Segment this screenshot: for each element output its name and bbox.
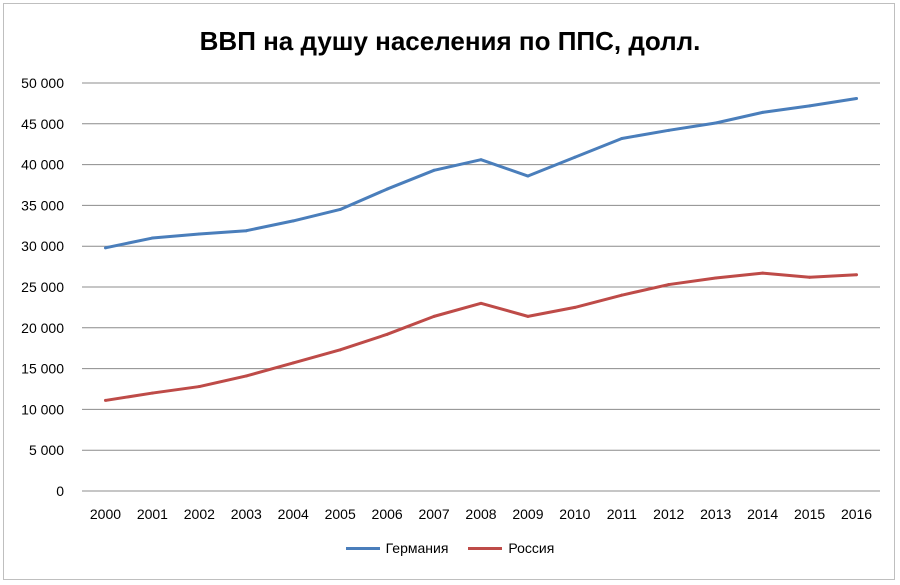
data-point-0-6 xyxy=(385,187,389,191)
data-point-1-6 xyxy=(385,332,389,336)
y-tick-label: 45 000 xyxy=(21,116,64,132)
data-point-0-3 xyxy=(244,229,248,233)
data-point-0-2 xyxy=(197,232,201,236)
data-point-1-3 xyxy=(244,374,248,378)
legend-item-germany: Германия xyxy=(345,540,449,556)
x-tick-label: 2010 xyxy=(559,506,590,522)
data-point-1-11 xyxy=(620,293,624,297)
x-tick-label: 2007 xyxy=(418,506,449,522)
data-point-1-1 xyxy=(150,391,154,395)
x-tick-label: 2015 xyxy=(794,506,825,522)
data-point-0-12 xyxy=(667,128,671,132)
y-tick-label: 30 000 xyxy=(21,238,64,254)
data-point-0-5 xyxy=(338,207,342,211)
chart-title: ВВП на душу населения по ППС, долл. xyxy=(199,26,701,56)
data-point-0-7 xyxy=(432,168,436,172)
legend-label-germany: Германия xyxy=(385,540,449,556)
x-axis-tick-labels: 2000 2001 2002 2003 2004 2005 2006 2007 2008 2009… xyxy=(90,506,872,522)
x-tick-label: 2006 xyxy=(372,506,403,522)
x-tick-label: 2000 xyxy=(90,506,121,522)
data-point-1-12 xyxy=(667,283,671,287)
data-point-0-8 xyxy=(479,158,483,162)
y-tick-label: 25 000 xyxy=(21,279,64,295)
x-tick-label: 2003 xyxy=(231,506,262,522)
data-point-0-16 xyxy=(855,97,859,101)
data-point-1-10 xyxy=(573,305,577,309)
x-tick-label: 2005 xyxy=(325,506,356,522)
x-tick-label: 2008 xyxy=(465,506,496,522)
legend-item-russia: Россия xyxy=(468,540,554,556)
series-line-0 xyxy=(105,97,857,250)
legend-swatch-russia xyxy=(468,546,503,550)
x-tick-label: 2001 xyxy=(137,506,168,522)
data-point-1-5 xyxy=(338,348,342,352)
legend: Германия Россия xyxy=(0,540,900,556)
legend-swatch-germany xyxy=(345,546,380,550)
x-tick-label: 2004 xyxy=(278,506,309,522)
data-point-0-0 xyxy=(103,246,107,250)
data-point-1-7 xyxy=(432,314,436,318)
data-point-0-10 xyxy=(573,155,577,159)
y-axis-tick-labels: 0 5 000 10 000 15 000 20 000 25 000 30 000 35 0… xyxy=(21,75,64,499)
data-point-0-13 xyxy=(714,121,718,125)
y-tick-label: 5 000 xyxy=(29,442,64,458)
y-tick-label: 50 000 xyxy=(21,75,64,91)
series-line-1 xyxy=(105,271,857,402)
data-point-0-1 xyxy=(150,236,154,240)
series-lines xyxy=(103,97,859,402)
data-point-1-8 xyxy=(479,301,483,305)
data-point-1-14 xyxy=(761,271,765,275)
data-point-0-11 xyxy=(620,136,624,140)
y-tick-label: 15 000 xyxy=(21,361,64,377)
y-tick-label: 35 000 xyxy=(21,197,64,213)
gridlines xyxy=(82,82,880,492)
y-tick-label: 10 000 xyxy=(21,401,64,417)
x-tick-label: 2014 xyxy=(747,506,778,522)
data-point-1-2 xyxy=(197,385,201,389)
x-tick-label: 2002 xyxy=(184,506,215,522)
y-tick-label: 20 000 xyxy=(21,320,64,336)
data-point-0-15 xyxy=(808,104,812,108)
x-tick-label: 2009 xyxy=(512,506,543,522)
data-point-1-4 xyxy=(291,361,295,365)
chart-frame xyxy=(3,3,895,580)
data-point-1-13 xyxy=(714,276,718,280)
x-tick-label: 2016 xyxy=(841,506,872,522)
data-point-1-15 xyxy=(808,275,812,279)
data-point-0-14 xyxy=(761,110,765,114)
data-point-1-0 xyxy=(103,398,107,402)
data-point-1-16 xyxy=(855,273,859,277)
data-point-0-9 xyxy=(526,174,530,178)
data-point-1-9 xyxy=(526,314,530,318)
x-tick-label: 2011 xyxy=(607,506,637,522)
y-tick-label: 0 xyxy=(56,483,64,499)
y-tick-label: 40 000 xyxy=(21,157,64,173)
x-tick-label: 2012 xyxy=(653,506,684,522)
x-tick-label: 2013 xyxy=(700,506,731,522)
data-point-0-4 xyxy=(291,219,295,223)
legend-label-russia: Россия xyxy=(508,540,555,556)
